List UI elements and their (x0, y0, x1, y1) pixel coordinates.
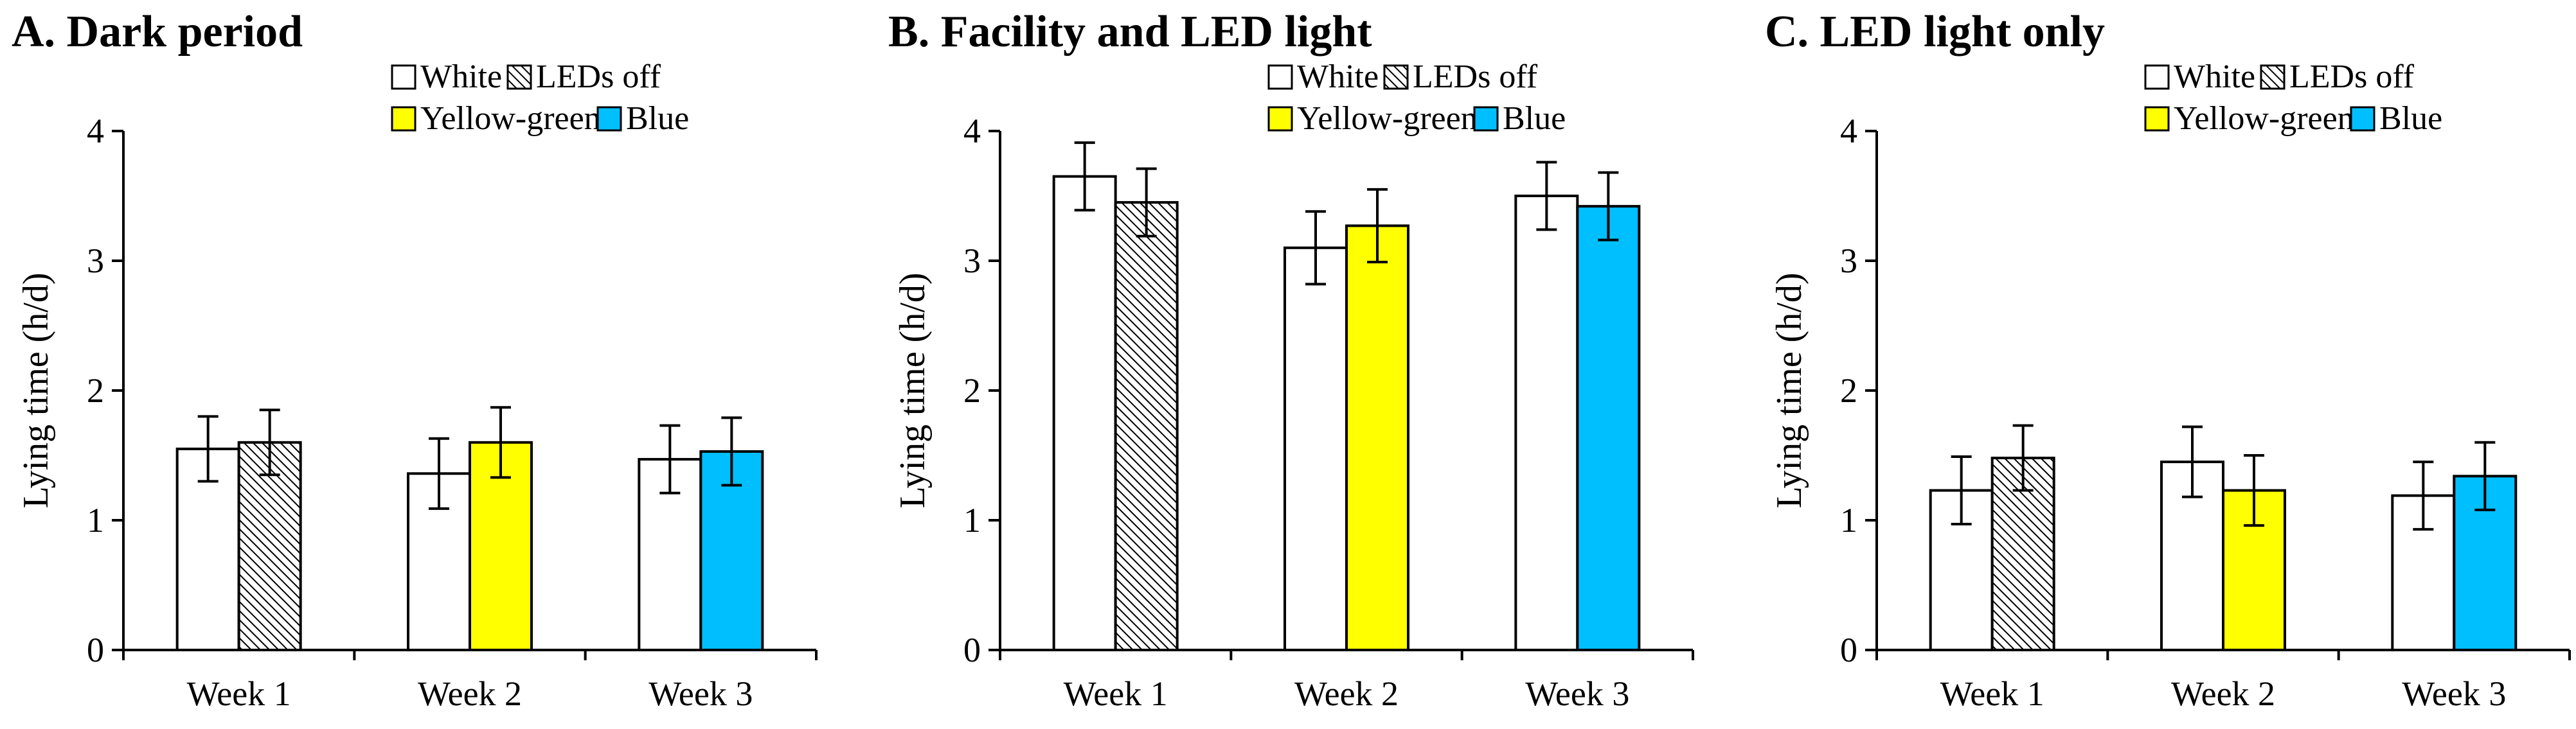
y-tick-label: 0 (1840, 631, 1857, 669)
legend-label: Blue (626, 100, 689, 137)
bar-white (638, 458, 702, 651)
bar-leds-off (1114, 201, 1179, 652)
y-axis-label: Lying time (h/d) (16, 272, 56, 508)
bar-blue (1576, 205, 1641, 652)
legend-swatch-leds-off (2260, 64, 2285, 90)
legend-swatch-white (2144, 64, 2170, 90)
x-tick-label: Week 2 (2171, 674, 2275, 713)
x-tick-label: Week 1 (1064, 674, 1168, 713)
x-tick-label: Week 2 (418, 674, 522, 713)
legend-label: Yellow-green (2174, 100, 2354, 137)
y-tick-label: 1 (87, 501, 104, 540)
legend-swatch-yellow-green (391, 106, 416, 132)
legend-swatch-leds-off (1383, 64, 1409, 90)
bar-yellow-green (1345, 224, 1409, 651)
y-axis-label: Lying time (h/d) (1769, 272, 1809, 508)
legend-swatch-blue (1473, 106, 1499, 132)
legend-swatch-white (1267, 64, 1293, 90)
legend-swatch-yellow-green (2144, 106, 2170, 132)
legend-swatch-yellow-green (1267, 106, 1293, 132)
panel-title: B. Facility and LED light (888, 7, 1372, 57)
legend-label: Blue (1503, 100, 1566, 137)
legend-label: Yellow-green (420, 100, 601, 137)
legend-label: White (2174, 58, 2255, 95)
y-tick-label: 1 (1840, 501, 1857, 540)
y-tick-label: 1 (963, 501, 981, 540)
legend-swatch-blue (596, 106, 622, 132)
x-tick-label: Week 3 (2402, 674, 2506, 713)
panel-title: A. Dark period (12, 7, 303, 57)
x-tick-label: Week 3 (1525, 674, 1629, 713)
bar-white (1052, 175, 1117, 651)
legend-swatch-blue (2350, 106, 2375, 132)
y-tick-label: 0 (87, 631, 104, 669)
bar-white (1284, 246, 1348, 651)
bar-white (1514, 195, 1579, 651)
y-axis-label: Lying time (h/d) (893, 272, 933, 508)
y-tick-label: 3 (1840, 242, 1857, 280)
legend-label: LEDs off (2289, 58, 2415, 95)
y-tick-label: 2 (963, 371, 981, 410)
legend-label: Blue (2379, 100, 2442, 137)
bar-yellow-green (469, 441, 533, 651)
legend-label: White (420, 58, 502, 95)
y-tick-label: 4 (1840, 112, 1857, 150)
panel-title: C. LED light only (1765, 7, 2105, 57)
x-tick-label: Week 3 (648, 674, 753, 713)
x-tick-label: Week 2 (1294, 674, 1399, 713)
y-tick-label: 4 (87, 112, 104, 150)
legend-label: Yellow-green (1297, 100, 1478, 137)
y-tick-label: 2 (87, 371, 104, 410)
y-tick-label: 0 (963, 631, 981, 669)
legend-swatch-leds-off (506, 64, 532, 90)
y-tick-label: 2 (1840, 371, 1857, 410)
x-tick-label: Week 1 (1940, 674, 2044, 713)
y-tick-label: 3 (963, 242, 981, 280)
x-tick-label: Week 1 (187, 674, 291, 713)
legend-swatch-white (391, 64, 416, 90)
legend-label: LEDs off (536, 58, 661, 95)
y-tick-label: 4 (963, 112, 981, 150)
y-tick-label: 3 (87, 242, 104, 280)
legend-label: White (1297, 58, 1379, 95)
bar-leds-off (237, 441, 302, 651)
legend-label: LEDs off (1413, 58, 1538, 95)
